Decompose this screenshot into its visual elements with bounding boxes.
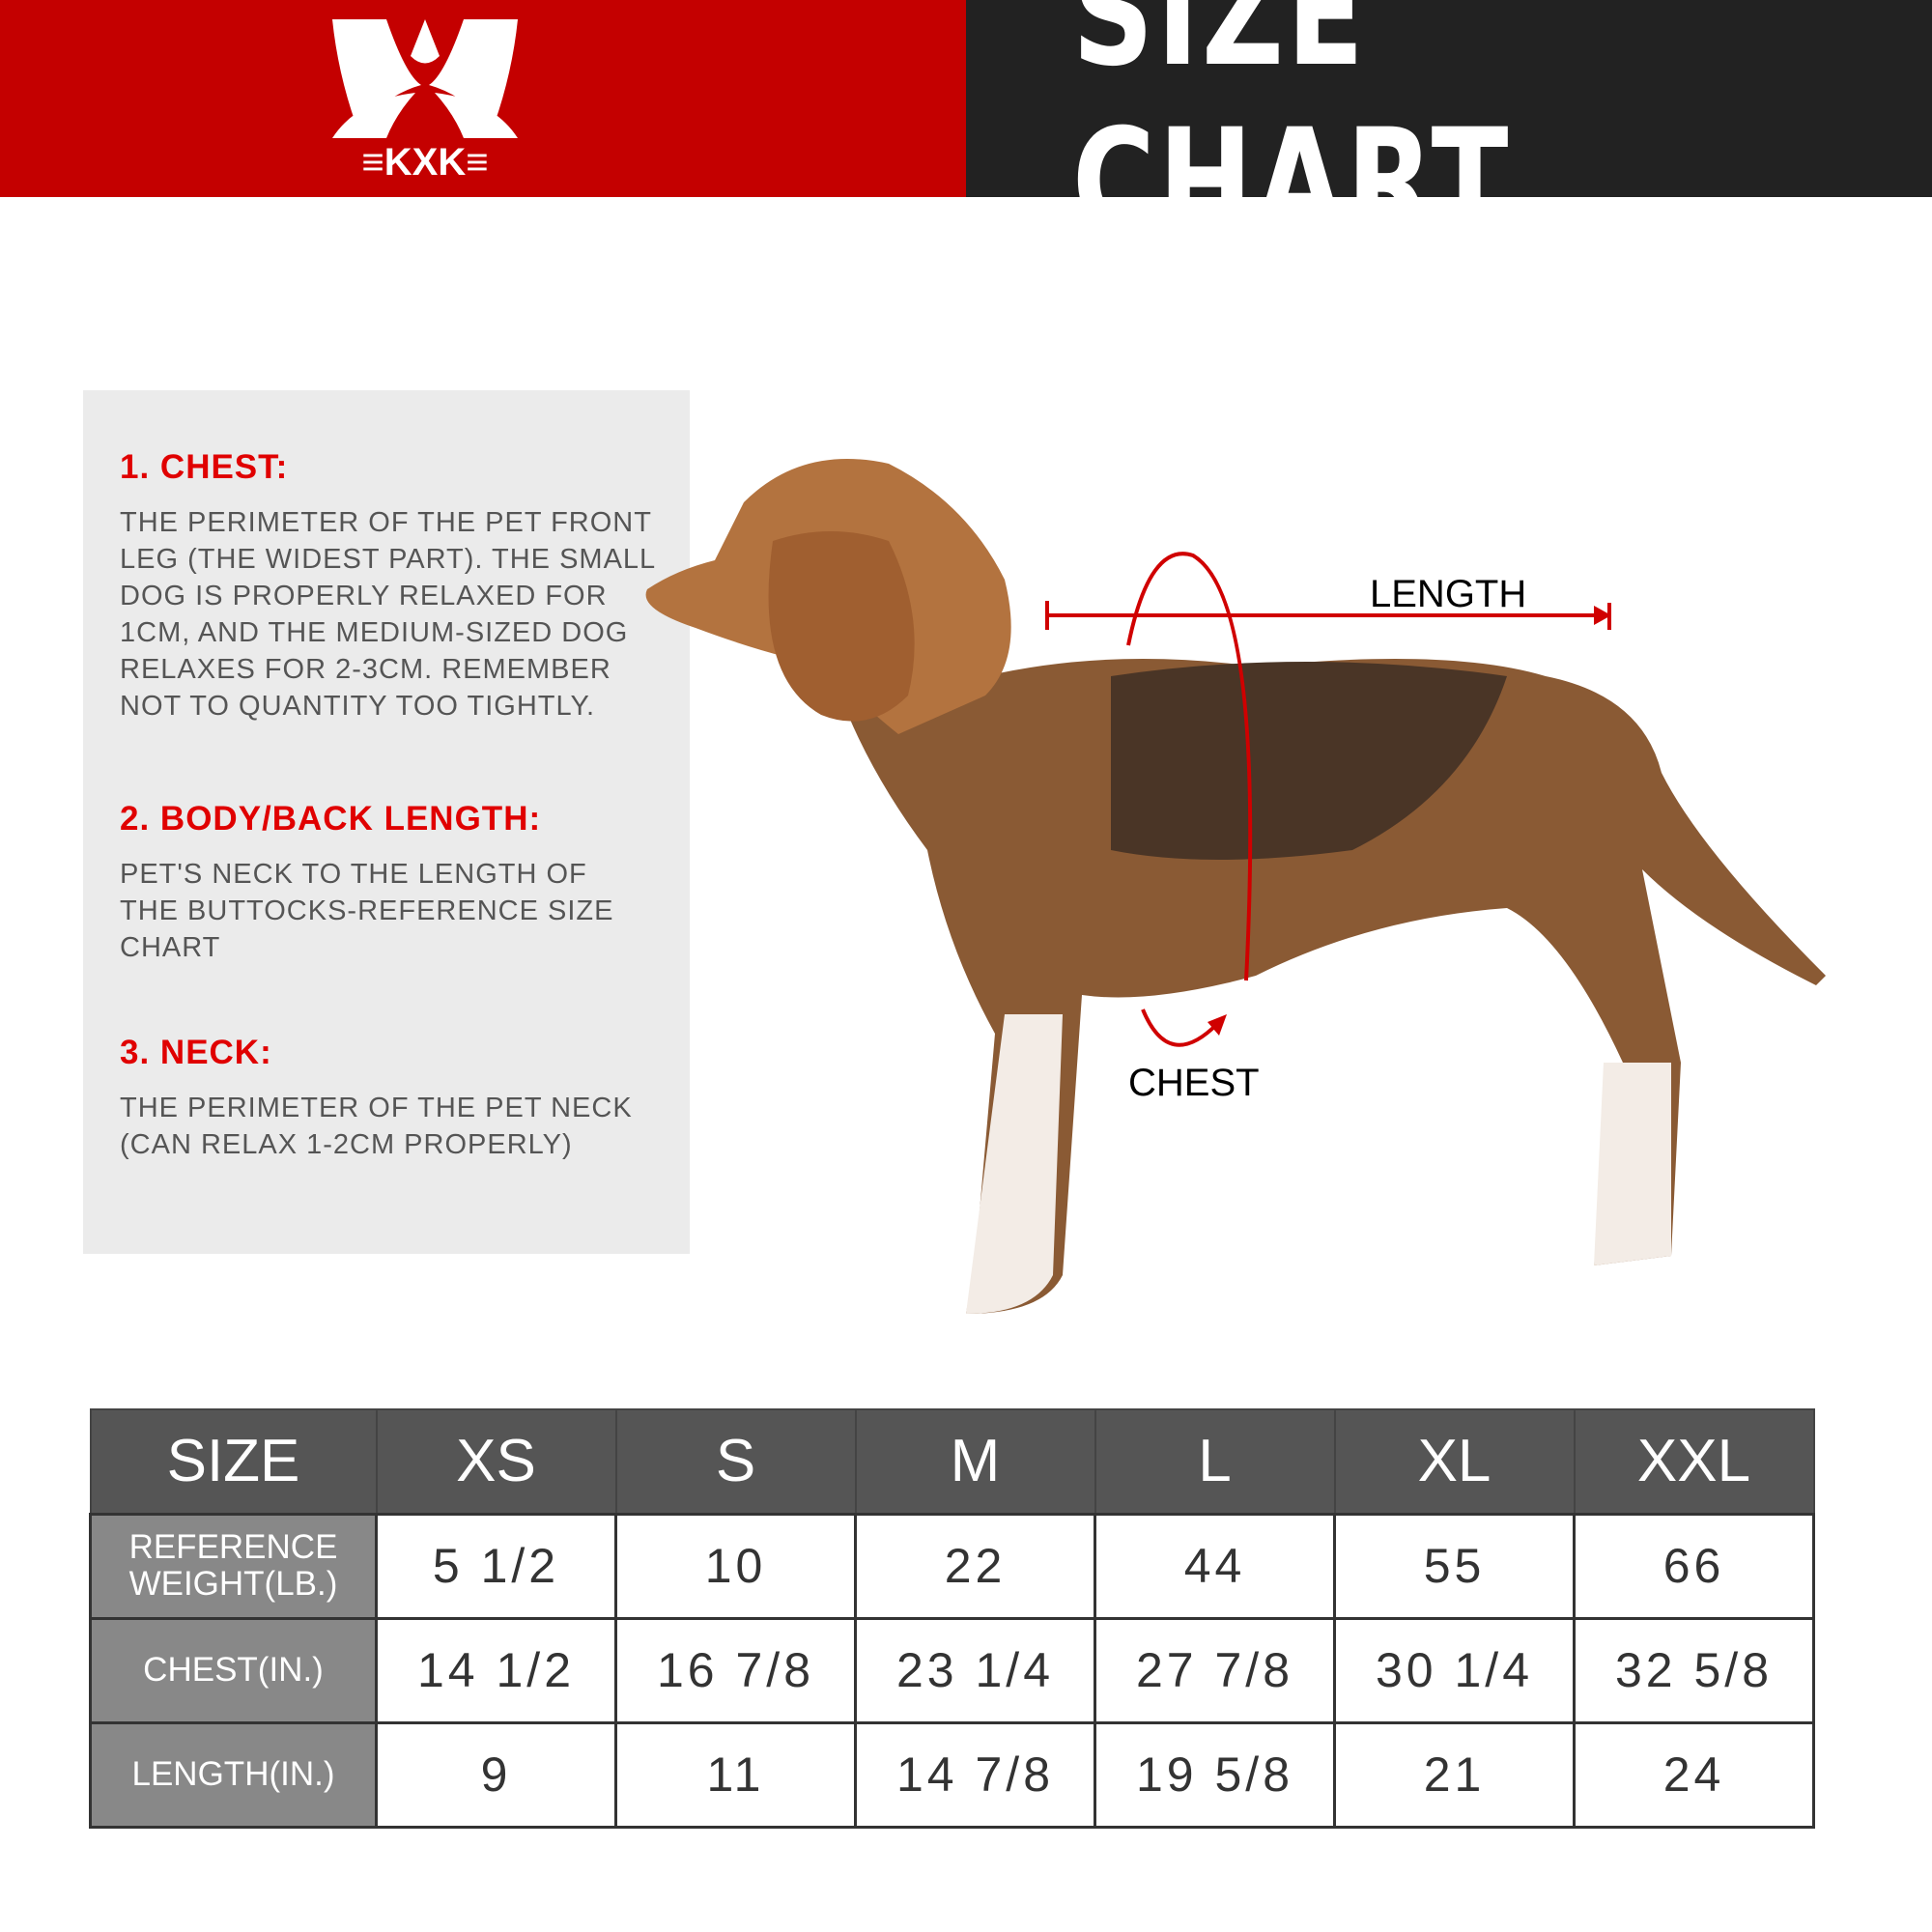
table-cell: 5 1/2 — [375, 1512, 617, 1620]
table-cell: 19 5/8 — [1094, 1720, 1336, 1829]
table-row: CHEST(IN.) 14 1/2 16 7/8 23 1/4 27 7/8 3… — [89, 1616, 1815, 1724]
table-cell: 14 7/8 — [854, 1720, 1096, 1829]
guide-text: THE PERIMETER OF THE PET FRONT LEG (THE … — [120, 507, 657, 722]
column-header: XXL — [1573, 1408, 1815, 1515]
chest-loop — [1126, 552, 1253, 1047]
page-title: SIZE CHART — [1072, 0, 1512, 267]
table-cell: 21 — [1333, 1720, 1576, 1829]
measurement-guide: 1. CHEST: THE PERIMETER OF THE PET FRONT … — [83, 390, 690, 1254]
size-table: SIZE XS S M L XL XXL REFERENCE WEIGHT(LB… — [89, 1408, 1815, 1829]
table-cell: 9 — [375, 1720, 617, 1829]
table-header-row: SIZE XS S M L XL XXL — [89, 1408, 1815, 1515]
svg-text:≡KXK≡: ≡KXK≡ — [361, 141, 488, 182]
table-cell: 27 7/8 — [1094, 1616, 1336, 1724]
row-header: CHEST(IN.) — [89, 1616, 378, 1724]
beagle-illustration — [645, 459, 1826, 1314]
guide-heading: 2. BODY/BACK LENGTH: — [120, 800, 542, 838]
table-cell: 23 1/4 — [854, 1616, 1096, 1724]
length-arrow — [1045, 601, 1611, 630]
column-header: XS — [375, 1408, 617, 1515]
table-cell: 24 — [1573, 1720, 1815, 1829]
column-header: SIZE — [89, 1408, 378, 1515]
table-cell: 22 — [854, 1512, 1096, 1620]
table-cell: 32 5/8 — [1573, 1616, 1815, 1724]
table-cell: 66 — [1573, 1512, 1815, 1620]
column-header: M — [854, 1408, 1096, 1515]
guide-heading: 1. CHEST: — [120, 448, 289, 486]
header-title-bar — [966, 0, 1932, 197]
guide-length: 2. BODY/BACK LENGTH: PET'S NECK TO THE LE… — [120, 800, 690, 966]
length-label: LENGTH — [1370, 573, 1526, 615]
row-header: LENGTH(IN.) — [89, 1720, 378, 1829]
table-cell: 30 1/4 — [1333, 1616, 1576, 1724]
dog-measurement-figure: LENGTH CHEST — [645, 459, 1826, 1314]
table-row: REFERENCE WEIGHT(LB.) 5 1/2 10 22 44 55 … — [89, 1512, 1815, 1620]
kxk-logo: ≡KXK≡ — [332, 19, 518, 182]
table-cell: 44 — [1094, 1512, 1336, 1620]
guide-text: THE PERIMETER OF THE PET NECK (CAN RELAX… — [120, 1093, 633, 1160]
table-cell: 55 — [1333, 1512, 1576, 1620]
table-cell: 10 — [614, 1512, 857, 1620]
column-header: L — [1094, 1408, 1336, 1515]
guide-text: PET'S NECK TO THE LENGTH OF THE BUTTOCKS… — [120, 859, 614, 963]
table-cell: 16 7/8 — [614, 1616, 857, 1724]
column-header: XL — [1333, 1408, 1576, 1515]
guide-neck: 3. NECK: THE PERIMETER OF THE PET NECK (C… — [120, 1034, 690, 1163]
guide-heading: 3. NECK: — [120, 1034, 272, 1071]
table-cell: 11 — [614, 1720, 857, 1829]
table-row: LENGTH(IN.) 9 11 14 7/8 19 5/8 21 24 — [89, 1720, 1815, 1829]
column-header: S — [614, 1408, 857, 1515]
row-header: REFERENCE WEIGHT(LB.) — [89, 1512, 378, 1620]
table-cell: 14 1/2 — [375, 1616, 617, 1724]
chest-label: CHEST — [1128, 1062, 1260, 1104]
guide-chest: 1. CHEST: THE PERIMETER OF THE PET FRONT … — [120, 448, 690, 724]
